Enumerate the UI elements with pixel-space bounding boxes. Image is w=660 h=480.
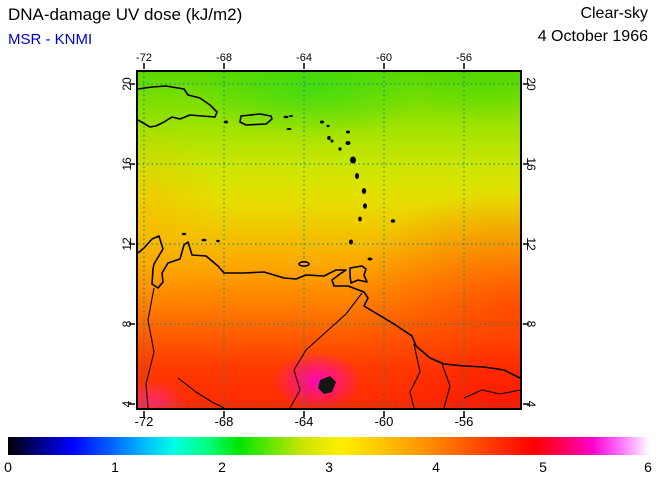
lon-tick-label-bottom: -68 (214, 414, 234, 429)
lon-tick-label-bottom: -60 (374, 414, 394, 429)
coastlines (137, 85, 521, 379)
source-label: MSR - KNMI (8, 31, 93, 48)
lesser-antilles-islands (181, 115, 396, 261)
lon-tick-label-top: -68 (216, 52, 232, 64)
courantyne-river (441, 363, 451, 409)
colorbar-tick-label: 5 (539, 459, 547, 475)
colorbar-tick-label: 0 (4, 459, 12, 475)
date-label: 4 October 1966 (537, 28, 648, 45)
meta-river (177, 377, 225, 409)
colorbar-tick-label: 4 (432, 459, 440, 475)
page-title: DNA-damage UV dose (kJ/m2) (8, 5, 243, 24)
grid-lines (138, 72, 520, 408)
lon-tick-label-top: -60 (376, 52, 392, 64)
colorbar-tick-label: 2 (218, 459, 226, 475)
essequibo-river (409, 343, 421, 409)
colorbar (8, 437, 650, 455)
brazil-border (463, 389, 521, 399)
colorbar-tick-label: 1 (111, 459, 119, 475)
trinidad-coast (349, 265, 368, 284)
hispaniola-coast (137, 85, 218, 128)
margarita-island (298, 261, 310, 268)
lon-tick-label-bottom: -56 (454, 414, 474, 429)
puerto-rico-coast (239, 113, 273, 126)
axis-ticks (129, 63, 529, 417)
lon-tick-label-top: -72 (136, 52, 152, 64)
lon-tick-label-top: -64 (296, 52, 312, 64)
colombia-venezuela-border (145, 287, 155, 409)
caribbean-map-overlay (129, 63, 529, 417)
colorbar-tick-label: 6 (644, 459, 652, 475)
lon-tick-label-bottom: -72 (134, 414, 154, 429)
lon-tick-label-top: -56 (456, 52, 472, 64)
south-america-coast (137, 235, 521, 379)
orinoco-river (289, 292, 363, 409)
terrain-blob (318, 376, 336, 394)
condition-label: Clear-sky (580, 5, 648, 22)
rivers-and-borders (145, 287, 521, 409)
map-frame (129, 63, 529, 417)
colorbar-tick-label: 3 (325, 459, 333, 475)
lon-tick-label-bottom: -64 (294, 414, 314, 429)
